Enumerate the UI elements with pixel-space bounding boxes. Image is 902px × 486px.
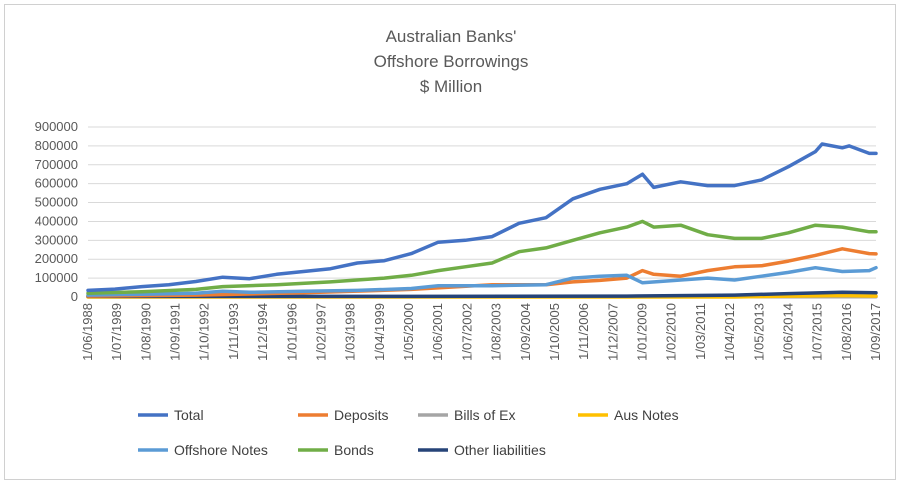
x-tick-label: 1/08/2016 (839, 303, 854, 361)
y-tick-label: 600000 (35, 176, 78, 191)
legend-item-offshore-notes: Offshore Notes (138, 442, 268, 458)
gridlines (88, 126, 876, 298)
x-tick-label: 1/07/2015 (810, 303, 825, 361)
x-tick-label: 1/10/1992 (197, 303, 212, 361)
x-tick-label: 1/08/2003 (489, 303, 504, 361)
x-tick-label: 1/07/2002 (459, 303, 474, 361)
chart-title-line-1: Australian Banks' (386, 27, 517, 46)
x-axis: 1/06/1988 1/07/1989 1/08/1990 1/09/1991 1/10… (80, 303, 883, 361)
x-tick-label: 1/02/1997 (313, 303, 328, 361)
y-tick-label: 500000 (35, 195, 78, 210)
series-line-offshore-notes (86, 265, 878, 297)
x-tick-label: 1/05/2013 (751, 303, 766, 361)
x-tick-label: 1/06/2001 (430, 303, 445, 361)
x-tick-label: 1/12/1994 (255, 303, 270, 361)
x-tick-label: 1/11/1993 (226, 303, 241, 360)
x-tick-label: 1/11/2006 (576, 303, 591, 360)
y-tick-label: 200000 (35, 251, 78, 266)
x-tick-label: 1/09/2004 (518, 303, 533, 361)
y-tick-label: 100000 (35, 270, 78, 285)
chart-title-line-2: Offshore Borrowings (374, 52, 529, 71)
x-tick-label: 1/06/2014 (780, 303, 795, 361)
chart-title-line-3: $ Million (420, 77, 482, 96)
legend-item-total: Total (138, 407, 204, 423)
series-line-bonds (86, 219, 878, 295)
legend-label: Bills of Ex (454, 407, 515, 423)
x-tick-label: 1/03/2011 (693, 303, 708, 360)
x-tick-label: 1/05/2000 (401, 303, 416, 361)
x-tick-label: 1/04/1999 (372, 303, 387, 361)
y-tick-label: 0 (71, 289, 78, 304)
chart-title: Australian Banks' Offshore Borrowings $ … (374, 27, 529, 96)
legend-item-aus-notes: Aus Notes (578, 407, 679, 423)
series-lines (86, 142, 878, 299)
y-tick-label: 900000 (35, 119, 78, 134)
x-tick-label: 1/01/2009 (635, 303, 650, 361)
x-tick-label: 1/01/1996 (284, 303, 299, 361)
x-tick-label: 1/09/2017 (868, 303, 883, 361)
x-tick-label: 1/07/1989 (109, 303, 124, 361)
legend-label: Aus Notes (614, 407, 679, 423)
legend-label: Other liabilities (454, 442, 546, 458)
x-tick-label: 1/08/1990 (138, 303, 153, 361)
series-line-total (86, 142, 878, 293)
legend-label: Deposits (334, 407, 388, 423)
legend-item-deposits: Deposits (298, 407, 388, 423)
x-tick-label: 1/09/1991 (168, 303, 183, 361)
legend-label: Total (174, 407, 204, 423)
legend: Total Deposits Bills of Ex Aus Notes Offshor… (138, 407, 679, 458)
y-tick-label: 300000 (35, 232, 78, 247)
y-tick-label: 800000 (35, 138, 78, 153)
y-tick-label: 700000 (35, 157, 78, 172)
x-tick-label: 1/04/2012 (722, 303, 737, 361)
legend-label: Bonds (334, 442, 374, 458)
x-tick-label: 1/02/2010 (664, 303, 679, 361)
y-tick-label: 400000 (35, 213, 78, 228)
series-line-other-liabilities (86, 290, 878, 299)
legend-item-other-liabilities: Other liabilities (418, 442, 546, 458)
x-tick-label: 1/12/2007 (605, 303, 620, 361)
legend-item-bills-of-ex: Bills of Ex (418, 407, 515, 423)
legend-item-bonds: Bonds (298, 442, 374, 458)
y-axis: 0 100000 200000 300000 400000 500000 600000 700… (35, 119, 78, 304)
legend-label: Offshore Notes (174, 442, 268, 458)
x-tick-label: 1/06/1988 (80, 303, 95, 361)
x-tick-label: 1/10/2005 (547, 303, 562, 361)
x-tick-label: 1/03/1998 (343, 303, 358, 361)
